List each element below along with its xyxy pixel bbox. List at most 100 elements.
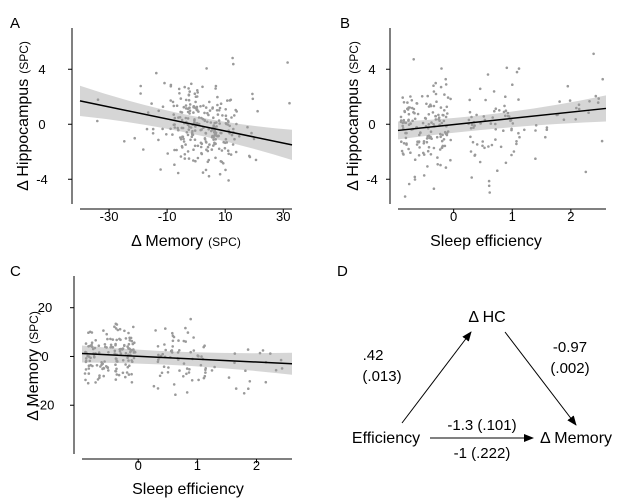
data-point (417, 154, 421, 157)
data-point (203, 111, 206, 115)
data-point (224, 117, 228, 121)
data-point (194, 125, 197, 128)
data-point (577, 103, 581, 106)
data-point (402, 118, 406, 122)
data-point (401, 121, 405, 124)
data-point (189, 126, 193, 129)
data-point (406, 101, 409, 104)
data-point (439, 135, 443, 139)
data-point (206, 120, 209, 124)
data-point (204, 371, 207, 374)
data-point (157, 358, 160, 361)
data-point (114, 322, 118, 326)
data-point (207, 174, 211, 178)
data-point (114, 363, 117, 367)
data-point (132, 325, 135, 329)
data-point (128, 336, 131, 340)
data-point (286, 61, 289, 64)
data-point (84, 357, 88, 360)
data-point (128, 348, 132, 351)
data-point (167, 366, 170, 369)
data-point (194, 100, 197, 104)
data-point (430, 121, 433, 124)
data-point (129, 350, 132, 354)
data-point (139, 84, 142, 88)
data-point (176, 171, 180, 175)
data-point (188, 106, 191, 109)
data-point (417, 140, 421, 143)
data-point (250, 131, 253, 135)
data-point (436, 163, 440, 166)
data-point (206, 149, 210, 153)
data-point (204, 367, 207, 370)
data-point (180, 144, 184, 148)
data-point (180, 118, 184, 122)
data-point (182, 375, 185, 378)
data-point (124, 351, 128, 355)
outcome-node: Δ Memory (540, 430, 612, 447)
data-point (432, 187, 436, 190)
data-point (185, 131, 189, 134)
data-point (422, 174, 426, 177)
data-point (233, 352, 237, 355)
data-point (189, 317, 192, 321)
data-point (132, 356, 136, 360)
data-point (517, 67, 521, 70)
data-point (256, 109, 259, 113)
panel-a-xlabel: Δ Memory (SPC) (131, 233, 241, 250)
data-point (434, 114, 438, 118)
data-point (99, 365, 102, 368)
y-tick-label: -4 (366, 172, 378, 187)
data-point (205, 67, 208, 70)
data-point (224, 108, 227, 111)
data-point (404, 121, 408, 125)
data-point (422, 142, 426, 145)
path-a-arrow (401, 331, 472, 424)
data-point (118, 337, 121, 341)
data-point (224, 168, 227, 172)
data-point (234, 108, 237, 112)
data-point (111, 338, 115, 341)
data-point (177, 128, 180, 132)
data-point (113, 352, 116, 355)
data-point (193, 121, 196, 124)
data-point (88, 359, 92, 363)
data-point (226, 149, 230, 152)
data-point (502, 110, 506, 114)
data-point (133, 136, 136, 140)
data-point (161, 105, 165, 108)
data-point (506, 111, 510, 115)
data-point (402, 101, 406, 104)
data-point (470, 115, 473, 119)
data-point (444, 83, 448, 86)
data-point (195, 107, 198, 111)
data-point (191, 133, 195, 137)
data-point (444, 77, 448, 81)
data-point (113, 349, 117, 353)
data-point (577, 107, 581, 111)
data-point (216, 113, 220, 116)
data-point (128, 339, 132, 342)
data-point (165, 133, 168, 136)
data-point (173, 163, 176, 166)
data-point (230, 133, 234, 137)
data-point (84, 359, 88, 363)
data-point (445, 105, 449, 109)
data-point (584, 170, 588, 174)
data-point (169, 99, 172, 102)
data-point (183, 157, 187, 160)
data-point (492, 90, 496, 93)
data-point (443, 93, 446, 96)
data-point (415, 143, 419, 146)
data-point (212, 135, 215, 139)
data-point (426, 94, 430, 98)
data-point (195, 95, 199, 98)
data-point (562, 118, 566, 121)
data-point (435, 135, 439, 139)
data-point (432, 146, 436, 150)
data-point (156, 360, 160, 364)
data-point (220, 160, 224, 164)
panel-b-letter: B (340, 15, 350, 32)
data-point (444, 166, 448, 169)
data-point (91, 345, 94, 349)
